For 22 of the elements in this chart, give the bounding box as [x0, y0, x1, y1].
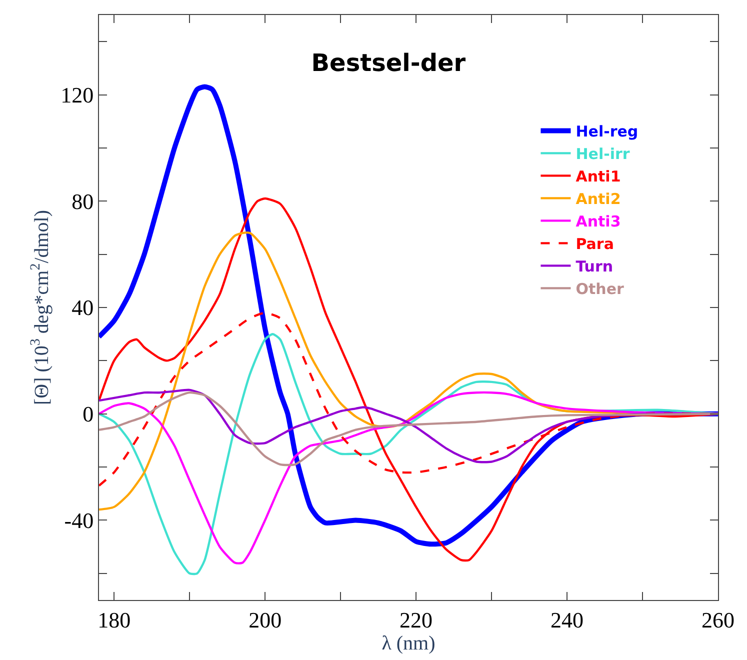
- legend-label: Anti3: [576, 212, 621, 231]
- legend-label: Turn: [576, 258, 614, 276]
- x-tick-label: 220: [400, 607, 433, 632]
- legend-label: Hel-reg: [576, 122, 638, 141]
- x-tick-label: 200: [248, 607, 282, 632]
- y-tick-label: 80: [72, 188, 94, 214]
- legend-label: Anti2: [576, 190, 621, 208]
- x-tick-label: 180: [98, 607, 131, 632]
- legend-label: Hel-irr: [576, 145, 630, 164]
- y-tick-label: 40: [72, 295, 94, 320]
- y-tick-label: 0: [82, 402, 94, 427]
- line-series: [99, 332, 718, 575]
- legend-label: Anti1: [576, 168, 621, 186]
- x-axis-title: λ (nm): [382, 632, 436, 654]
- line-series: [99, 391, 718, 564]
- y-tick-label: -40: [64, 508, 94, 533]
- legend-label: Other: [576, 280, 624, 298]
- x-tick-label: 240: [550, 607, 584, 632]
- legend-label: Para: [576, 235, 614, 254]
- text: Bestsel-der: [311, 49, 466, 78]
- x-tick-label: 260: [702, 607, 734, 632]
- y-tick-label: 120: [60, 82, 94, 108]
